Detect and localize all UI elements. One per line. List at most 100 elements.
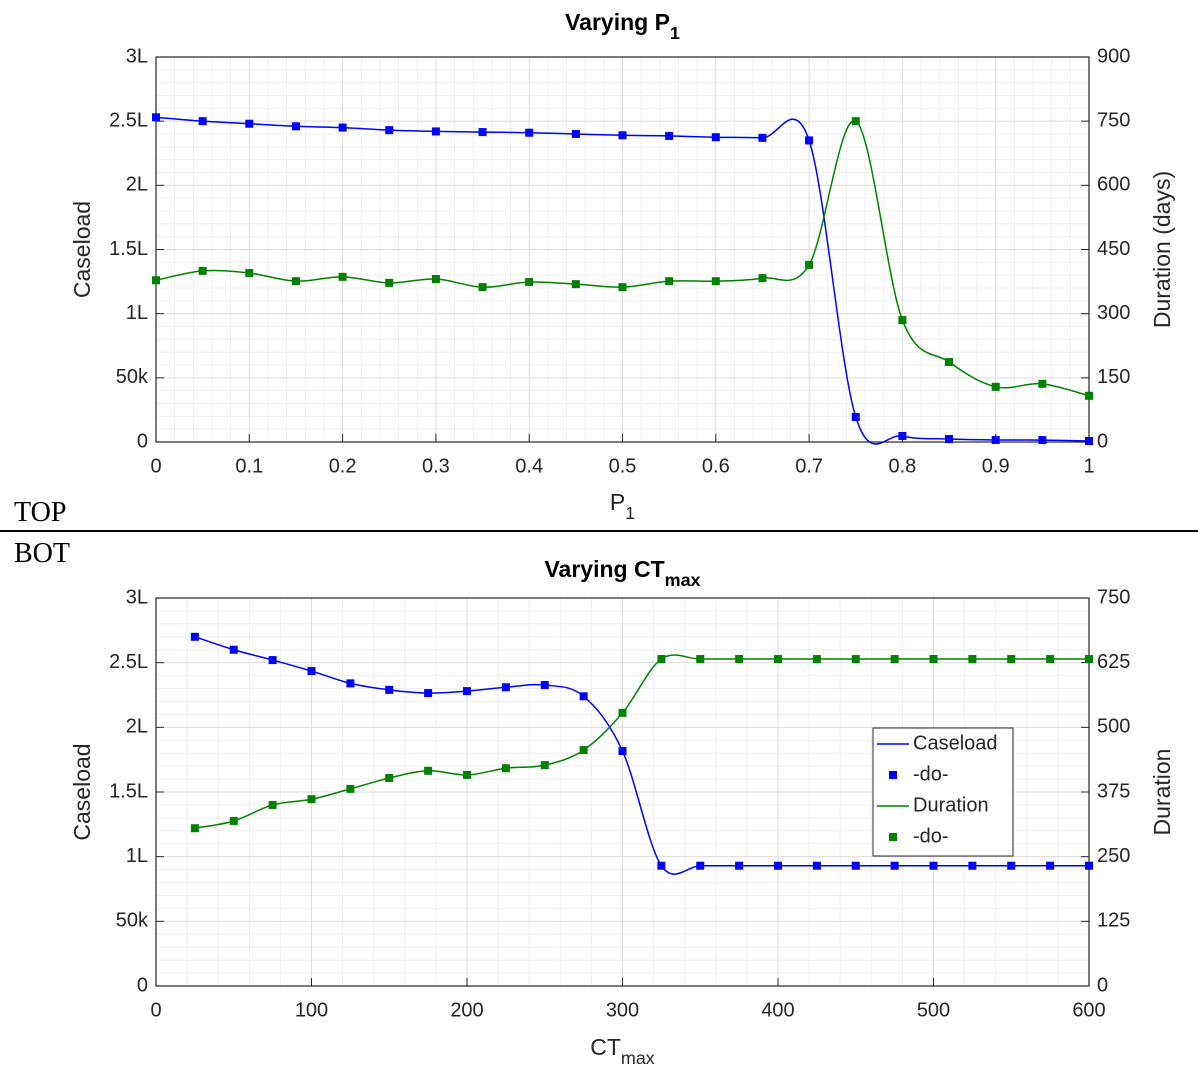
marker	[501, 683, 510, 692]
marker	[991, 435, 1000, 444]
y2-tick-label: 600	[1097, 174, 1130, 196]
y-tick-label: 50k	[116, 910, 149, 932]
legend-label: -do-	[913, 763, 949, 785]
marker	[385, 278, 394, 287]
marker	[774, 861, 782, 870]
marker	[665, 277, 674, 286]
x-tick-label: 0.2	[329, 455, 357, 477]
x-tick-label: 0	[150, 999, 161, 1021]
chart-title-sub: max	[665, 570, 701, 590]
marker	[758, 133, 767, 142]
y-tick-label: 3L	[126, 586, 148, 608]
plot-frame	[155, 597, 1090, 987]
marker	[696, 861, 705, 870]
marker	[1038, 379, 1047, 388]
marker	[812, 655, 821, 664]
marker	[431, 275, 440, 284]
chart-title: Varying P1	[565, 9, 680, 43]
series-line	[155, 120, 1090, 397]
y-tick-label: 0	[137, 974, 148, 996]
marker	[245, 119, 254, 128]
chart-title-sub: 1	[670, 23, 680, 43]
x-tick-label: 0.5	[609, 455, 637, 477]
marker	[198, 266, 207, 275]
y-tick-label: 1L	[126, 845, 148, 867]
y-tick-label: 2.5L	[109, 109, 148, 131]
chart-title-main: Varying CT	[544, 556, 664, 582]
marker	[338, 123, 347, 132]
marker	[1085, 655, 1093, 664]
marker	[478, 128, 487, 137]
marker	[540, 761, 549, 770]
marker	[291, 277, 300, 286]
marker	[245, 269, 254, 278]
legend-label: Caseload	[913, 732, 998, 754]
y-axis-label: Caseload	[69, 201, 95, 298]
y2-axis-label: Duration	[1149, 749, 1175, 836]
marker	[851, 117, 860, 126]
marker	[229, 816, 238, 825]
marker	[812, 861, 821, 870]
marker	[618, 747, 627, 756]
marker	[579, 746, 588, 755]
marker	[346, 679, 355, 688]
marker	[338, 272, 347, 281]
x-tick-label: 0.8	[888, 455, 916, 477]
marker	[291, 122, 300, 131]
marker	[968, 655, 977, 664]
plot-frame	[155, 56, 1090, 443]
marker	[898, 431, 907, 440]
marker	[618, 283, 627, 292]
marker	[268, 800, 277, 809]
marker	[463, 687, 471, 696]
x-tick-label: 300	[606, 999, 639, 1021]
y2-tick-label: 450	[1097, 238, 1130, 260]
series-line	[155, 116, 1090, 445]
marker	[618, 131, 627, 140]
y2-tick-label: 150	[1097, 366, 1130, 388]
x-tick-label: 0.4	[515, 455, 543, 477]
x-tick-label: 100	[295, 999, 328, 1021]
chart-title-main: Varying P	[565, 9, 670, 35]
y2-tick-label: 750	[1097, 109, 1130, 131]
marker	[735, 655, 744, 664]
x-tick-label: 600	[1072, 999, 1105, 1021]
marker	[152, 276, 160, 285]
marker	[929, 655, 938, 664]
marker	[945, 435, 954, 444]
marker	[711, 277, 720, 286]
marker	[198, 117, 207, 126]
marker	[968, 861, 977, 870]
x-tick-label: 0.1	[235, 455, 263, 477]
x-axis-label: CTmax	[590, 1034, 655, 1068]
legend-marker	[889, 833, 897, 841]
marker	[774, 655, 782, 664]
marker	[657, 655, 666, 664]
marker	[307, 795, 316, 804]
x-tick-label: 0	[150, 455, 161, 477]
marker	[991, 382, 1000, 391]
marker	[152, 113, 160, 122]
y2-tick-label: 125	[1097, 910, 1130, 932]
legend-label: -do-	[913, 825, 949, 847]
y2-tick-label: 750	[1097, 586, 1130, 608]
y2-tick-label: 500	[1097, 716, 1130, 738]
marker	[346, 784, 355, 793]
x-axis-label-main: CT	[590, 1034, 621, 1060]
y-tick-label: 2L	[126, 716, 148, 738]
marker	[525, 128, 534, 137]
marker	[540, 681, 549, 690]
marker	[190, 632, 199, 641]
x-axis-label: P1	[610, 489, 635, 523]
marker	[1046, 861, 1055, 870]
marker	[665, 131, 674, 140]
marker	[696, 655, 705, 664]
marker	[657, 861, 666, 870]
marker	[424, 689, 433, 698]
marker	[1085, 391, 1093, 400]
annotation: BOT	[14, 538, 70, 569]
marker	[385, 774, 394, 783]
x-tick-label: 400	[761, 999, 794, 1021]
marker	[890, 861, 899, 870]
